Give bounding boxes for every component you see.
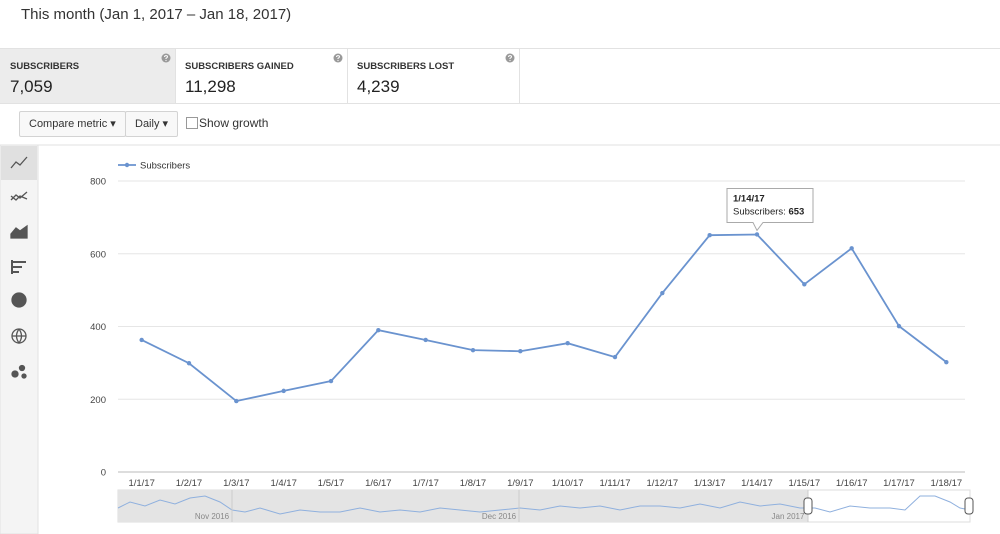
legend-marker: [124, 162, 130, 168]
help-icon[interactable]: [161, 53, 171, 63]
interval-button[interactable]: Daily ▾: [125, 111, 179, 137]
data-point: [186, 361, 192, 366]
x-tick-label: 1/16/17: [836, 478, 868, 489]
growth-checkbox[interactable]: [186, 117, 198, 129]
metric-label: SUBSCRIBERS: [10, 61, 80, 72]
navigator-label: Dec 2016: [482, 512, 517, 521]
data-point: [139, 337, 144, 343]
navigator: [117, 489, 971, 523]
data-point: [660, 290, 665, 296]
x-tick-label: 1/13/17: [694, 478, 726, 489]
x-tick-label: 1/18/17: [930, 478, 962, 489]
chart-type-icons: [10, 156, 28, 379]
date-range-title: This month (Jan 1, 2017 – Jan 18, 2017): [21, 6, 292, 23]
growth-label: Show growth: [199, 116, 269, 130]
button-label: Compare metric: [29, 118, 108, 130]
navigator-label: Jan 2017: [772, 512, 805, 521]
data-point: [376, 327, 381, 333]
x-tick-label: 1/3/17: [223, 478, 249, 489]
series-line: [141, 233, 947, 403]
tooltip-value: 653: [788, 206, 804, 217]
chart-type-selected: [1, 146, 37, 180]
tooltip-box: [726, 187, 814, 232]
data-point: [754, 232, 760, 237]
x-tick-label: 1/11/17: [600, 478, 631, 489]
help-icon[interactable]: [333, 53, 343, 63]
x-tick-label: 1/14/17: [741, 478, 773, 489]
x-tick-label: 1/1/17: [128, 478, 154, 489]
x-tick-label: 1/17/17: [883, 478, 915, 489]
y-tick-label: 0: [101, 468, 106, 479]
metric-value: 4,239: [357, 77, 400, 96]
compare-metric-button[interactable]: Compare metric ▾: [19, 111, 126, 137]
data-point: [802, 282, 807, 287]
data-point: [328, 378, 334, 384]
y-tick-label: 200: [90, 395, 106, 406]
x-tick-label: 1/8/17: [460, 478, 486, 489]
data-point: [565, 341, 570, 346]
x-tick-label: 1/15/17: [788, 478, 820, 489]
navigator-sparkline: [117, 495, 971, 515]
data-point: [849, 246, 854, 251]
legend-label: Subscribers: [140, 161, 190, 172]
navigator-handle[interactable]: [964, 497, 974, 515]
data-point: [707, 232, 712, 238]
x-tick-label: 1/9/17: [507, 478, 533, 489]
data-point: [612, 354, 618, 360]
tooltip: 1/14/17 Subscribers: 653: [726, 187, 814, 232]
tooltip-text: Subscribers: 653: [733, 206, 804, 217]
metric-label: SUBSCRIBERS GAINED: [185, 61, 294, 72]
help-icon[interactable]: [505, 53, 515, 63]
tooltip-title: 1/14/17: [733, 193, 765, 204]
button-label: Daily: [135, 118, 160, 130]
data-point: [234, 398, 239, 404]
metric-label: SUBSCRIBERS LOST: [357, 61, 455, 72]
x-tick-label: 1/2/17: [176, 478, 202, 489]
metric-tab[interactable]: SUBSCRIBERS 7,059: [0, 49, 176, 103]
data-point: [423, 337, 428, 343]
x-tick-label: 1/7/17: [412, 478, 438, 489]
data-point: [896, 323, 902, 329]
chart-type-sidebar: [0, 144, 39, 534]
tooltip-label: Subscribers:: [733, 206, 786, 217]
navigator-handle[interactable]: [803, 497, 813, 515]
x-tick-label: 1/5/17: [318, 478, 344, 489]
x-tick-label: 1/12/17: [646, 478, 678, 489]
metric-tab[interactable]: SUBSCRIBERS GAINED 11,298: [175, 49, 348, 103]
navigator-label: Nov 2016: [195, 512, 230, 521]
navigator-mask: [118, 490, 808, 522]
y-tick-label: 800: [90, 177, 106, 188]
metric-tab[interactable]: SUBSCRIBERS LOST 4,239: [347, 49, 520, 103]
x-tick-label: 1/6/17: [365, 478, 391, 489]
x-tick-label: 1/10/17: [552, 478, 584, 489]
metric-value: 11,298: [185, 77, 236, 96]
metric-value: 7,059: [10, 77, 53, 96]
data-point: [944, 359, 949, 365]
y-tick-label: 400: [90, 322, 106, 333]
x-tick-label: 1/4/17: [270, 478, 296, 489]
data-point: [281, 388, 286, 394]
y-tick-label: 600: [90, 249, 106, 260]
metric-tabs: SUBSCRIBERS 7,059 SUBSCRIBERS GAINED 11,…: [0, 48, 1000, 104]
data-point: [518, 349, 523, 354]
data-point: [470, 347, 476, 353]
